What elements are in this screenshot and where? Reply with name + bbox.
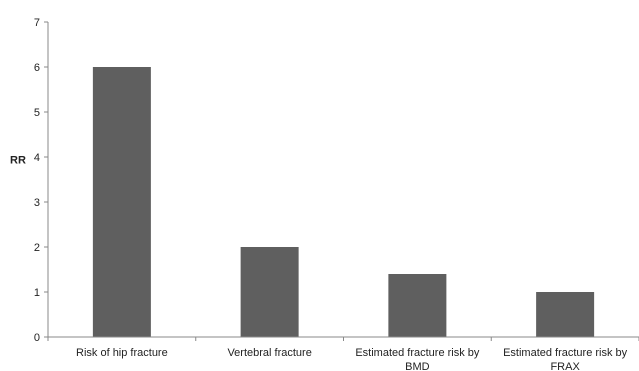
bar	[92, 67, 151, 337]
x-axis: Risk of hip fracture Vertebral fracture Es…	[47, 336, 639, 371]
bars	[92, 67, 595, 337]
bar	[536, 292, 595, 337]
y-tick-label: 6	[34, 62, 40, 74]
y-tick-label: 4	[34, 152, 40, 164]
y-tick-label: 2	[34, 242, 40, 254]
y-tick-label: 7	[34, 17, 40, 29]
y-tick-label: 0	[34, 332, 40, 344]
y-axis: 0 1 2 3 4 5 6 7	[34, 17, 49, 344]
y-axis-label: RR	[10, 154, 26, 166]
x-category-label: Vertebral fracture	[227, 347, 311, 359]
bar	[388, 274, 447, 337]
bar	[240, 247, 299, 337]
x-category-label: Estimated fracture risk by	[503, 347, 628, 359]
x-category-label: Risk of hip fracture	[76, 347, 168, 359]
x-category-label: Estimated fracture risk by	[355, 347, 480, 359]
y-tick-label: 5	[34, 107, 40, 119]
y-tick-label: 1	[34, 287, 40, 299]
x-category-label: BMD	[405, 361, 430, 371]
x-category-label: FRAX	[550, 361, 580, 371]
y-tick-label: 3	[34, 197, 40, 209]
